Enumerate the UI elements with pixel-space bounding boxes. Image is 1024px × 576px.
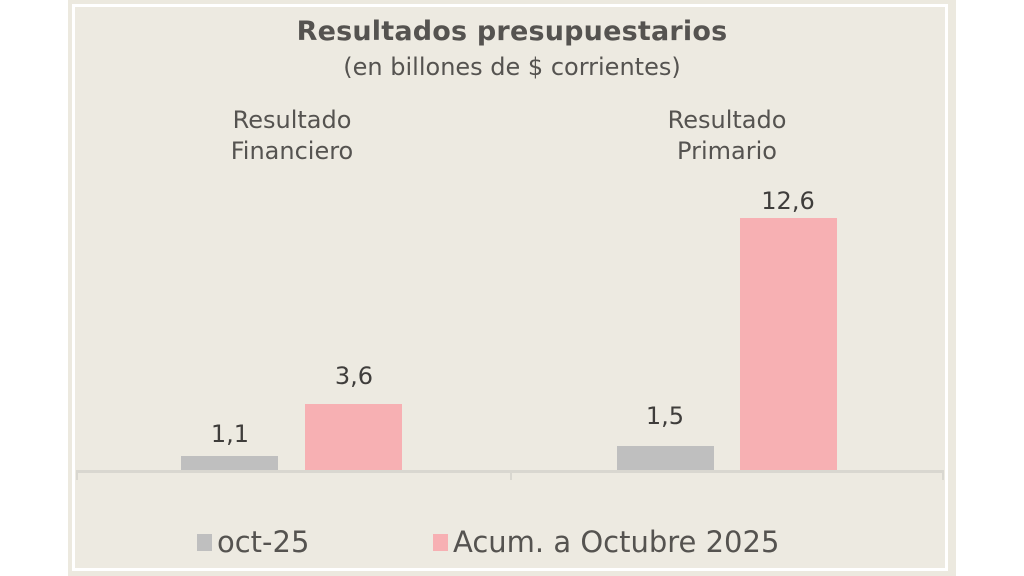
axis-tick bbox=[510, 470, 512, 480]
data-label: 12,6 bbox=[761, 187, 815, 215]
chart-subtitle: (en billones de $ corrientes) bbox=[343, 53, 681, 81]
bar-acum-financiero bbox=[305, 404, 402, 470]
data-label: 1,1 bbox=[210, 420, 250, 448]
data-label: 1,5 bbox=[645, 402, 685, 430]
chart-title: Resultados presupuestarios bbox=[296, 16, 728, 47]
legend-swatch-pink bbox=[433, 533, 448, 551]
category-line: Primario bbox=[677, 137, 777, 165]
category-label-primario: Resultado Primario bbox=[577, 105, 877, 167]
bar-acum-primario bbox=[740, 218, 837, 470]
bar-oct25-primario bbox=[617, 446, 714, 470]
category-line: Resultado bbox=[667, 106, 787, 134]
data-label: 3,6 bbox=[334, 362, 374, 390]
category-label-financiero: Resultado Financiero bbox=[142, 105, 442, 167]
legend-label: oct-25 bbox=[217, 525, 310, 559]
legend-item-acum: Acum. a Octubre 2025 bbox=[433, 525, 779, 559]
legend-swatch-gray bbox=[197, 533, 212, 551]
legend-item-oct25: oct-25 bbox=[197, 525, 309, 559]
legend-label: Acum. a Octubre 2025 bbox=[453, 525, 780, 559]
category-line: Resultado bbox=[232, 106, 352, 134]
bar-oct25-financiero bbox=[181, 456, 278, 470]
axis-tick bbox=[76, 470, 78, 480]
category-line: Financiero bbox=[230, 137, 354, 165]
axis-tick bbox=[942, 470, 944, 480]
